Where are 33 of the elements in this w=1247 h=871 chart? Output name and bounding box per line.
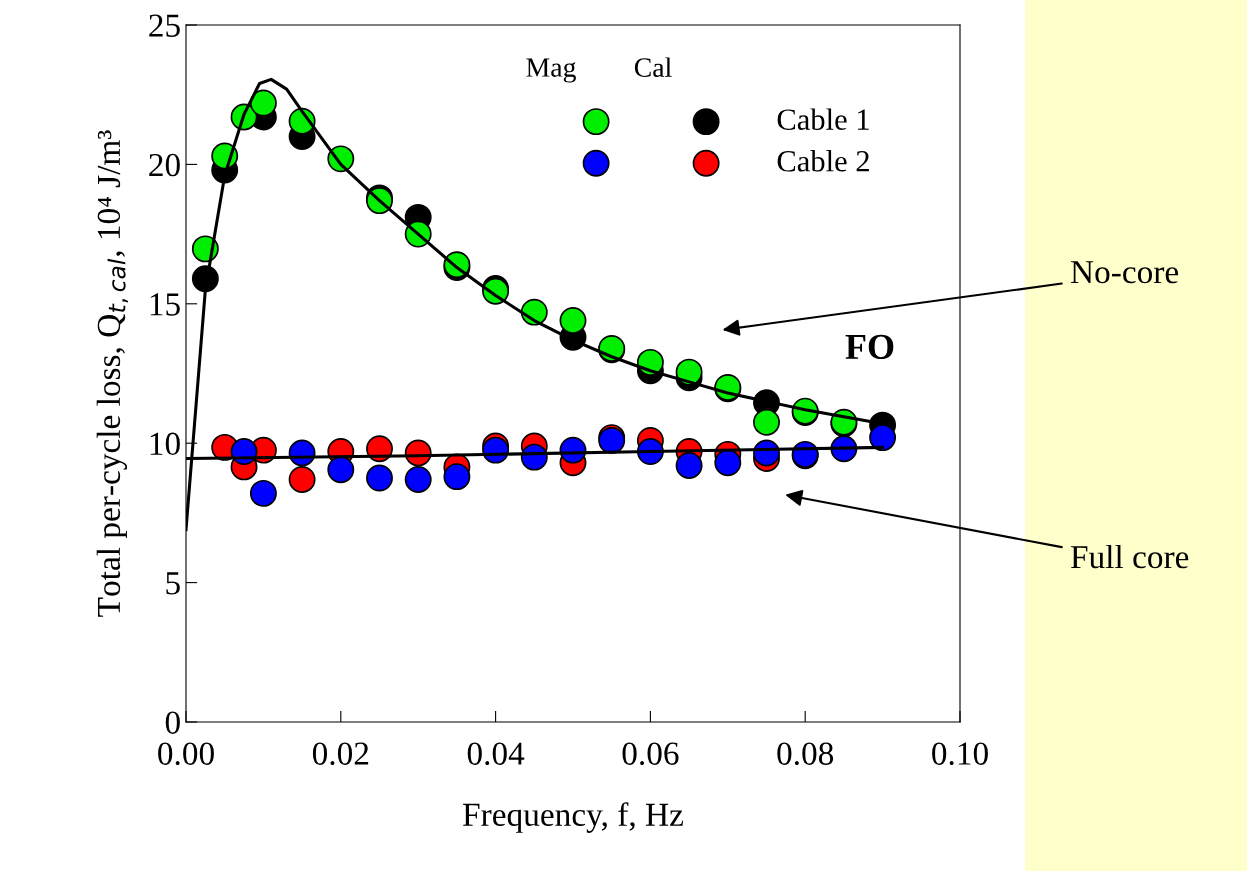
y-axis-title: Total per-cycle loss, Q$_{t,cal}$, 10⁴ J/m³ bbox=[96, 130, 129, 617]
x-tick-label: 0.06 bbox=[622, 742, 679, 766]
y-tick-label: 5 bbox=[166, 572, 180, 595]
x-tick-label: 0.08 bbox=[777, 742, 834, 766]
point bbox=[869, 424, 897, 452]
point bbox=[714, 449, 742, 477]
annotation: FO bbox=[845, 334, 894, 360]
point bbox=[753, 408, 780, 436]
x-tick-label: 0.10 bbox=[932, 742, 988, 766]
text: Full core bbox=[1070, 544, 1189, 569]
point bbox=[443, 463, 471, 491]
point bbox=[404, 465, 432, 493]
x-axis-title: Frequency, f, Hz bbox=[463, 802, 683, 833]
y-tick-label: 15 bbox=[150, 293, 180, 316]
x-tick-label: 0.02 bbox=[312, 742, 369, 766]
legend-label: Cable 2 bbox=[777, 150, 869, 172]
y-tick-label: 10 bbox=[150, 432, 180, 456]
annotation: Cal bbox=[634, 57, 672, 77]
legend-label: Cable 1 bbox=[777, 108, 869, 130]
point bbox=[559, 307, 587, 334]
point bbox=[327, 456, 355, 484]
point bbox=[366, 464, 393, 492]
x-tick-label: 0.00 bbox=[158, 742, 214, 766]
y-tick-label: 20 bbox=[149, 153, 180, 177]
annotation: Mag bbox=[526, 58, 576, 83]
point bbox=[249, 479, 277, 507]
text: No-core bbox=[1070, 261, 1179, 284]
y-tick-label: 25 bbox=[149, 14, 180, 37]
x-tick-label: 0.04 bbox=[467, 742, 525, 766]
point bbox=[675, 452, 703, 479]
point bbox=[249, 89, 277, 117]
point bbox=[288, 465, 316, 493]
y-tick-label: 0 bbox=[165, 711, 180, 734]
